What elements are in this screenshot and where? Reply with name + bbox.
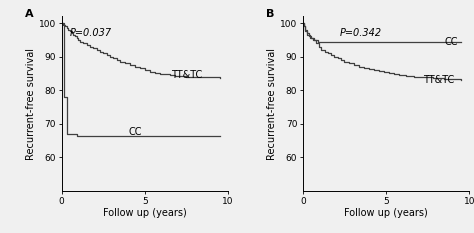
- Y-axis label: Recurrent-free survival: Recurrent-free survival: [267, 48, 277, 160]
- Text: TT&TC: TT&TC: [172, 70, 203, 80]
- Text: A: A: [25, 9, 34, 19]
- Text: TT&TC: TT&TC: [423, 75, 454, 85]
- X-axis label: Follow up (years): Follow up (years): [103, 208, 187, 218]
- Text: CC: CC: [444, 37, 458, 47]
- Text: B: B: [266, 9, 274, 19]
- Text: P=0.342: P=0.342: [339, 28, 382, 38]
- Y-axis label: Recurrent-free survival: Recurrent-free survival: [26, 48, 36, 160]
- X-axis label: Follow up (years): Follow up (years): [344, 208, 428, 218]
- Text: CC: CC: [128, 127, 142, 137]
- Text: P=0.037: P=0.037: [70, 28, 112, 38]
